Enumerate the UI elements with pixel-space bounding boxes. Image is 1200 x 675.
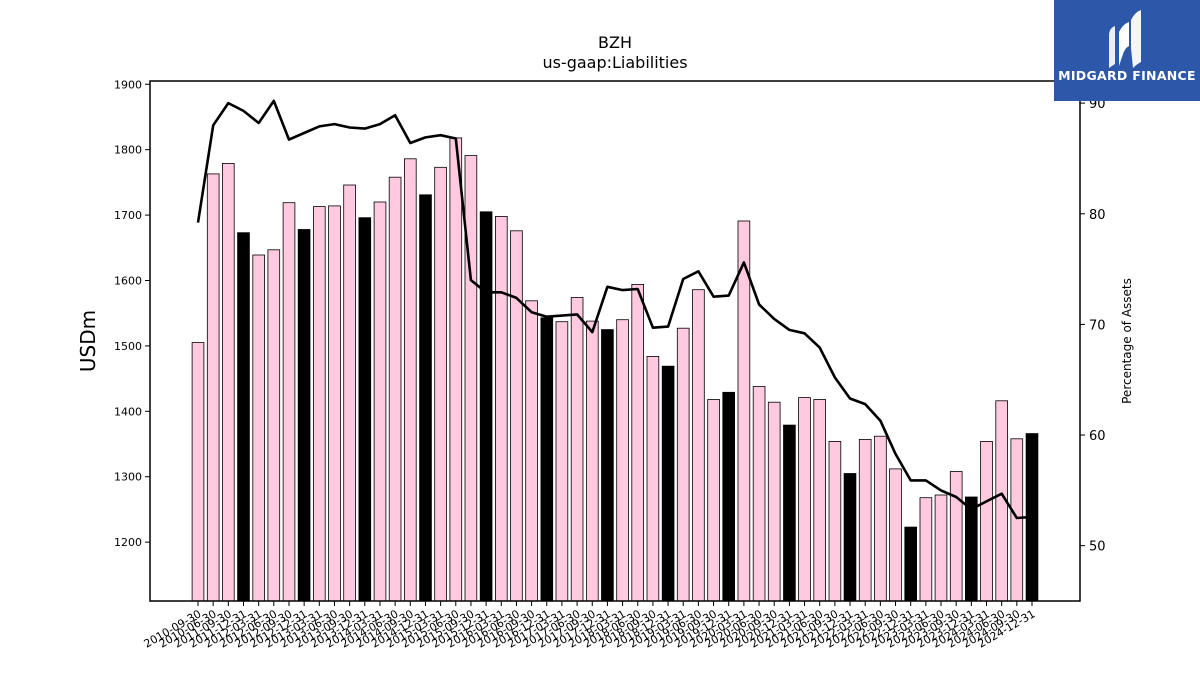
bar [828, 440, 842, 602]
y-right-tick-label: 60 [1089, 429, 1106, 444]
bar [843, 473, 857, 602]
bar [904, 526, 917, 602]
bar [722, 391, 735, 602]
bar [312, 206, 326, 602]
bar [373, 201, 387, 602]
bar [586, 320, 599, 602]
bar [798, 397, 811, 602]
line-layer [196, 99, 1033, 520]
bar [676, 327, 690, 602]
bar [479, 211, 493, 602]
bar [282, 202, 296, 602]
bar [737, 220, 751, 602]
y-axis-left: 1200 1300 1400 1500 1600 1700 1800 1900 [114, 78, 150, 549]
y-right-tick-label: 70 [1089, 318, 1106, 333]
y-right-tick-label: 80 [1089, 208, 1106, 223]
y-tick-label: 1400 [114, 405, 142, 418]
series-line [196, 99, 1033, 520]
bar [510, 230, 523, 602]
bar [874, 435, 887, 602]
bar [403, 158, 417, 602]
y-right-tick-label: 50 [1089, 540, 1106, 555]
brand-logo: MIDGARD FINANCE [1054, 0, 1200, 101]
bar [752, 386, 766, 602]
chart-title: BZH [598, 33, 632, 52]
bar [358, 217, 372, 602]
midgard-logo-icon [1109, 10, 1141, 68]
bar [616, 319, 629, 602]
bar [767, 401, 781, 602]
bar [646, 355, 660, 602]
bar [661, 365, 675, 602]
bar [601, 329, 614, 602]
bar [858, 438, 872, 602]
bar [555, 321, 569, 602]
bar [813, 399, 826, 602]
bar [388, 176, 402, 602]
bar [570, 297, 584, 602]
bar [419, 194, 432, 602]
bar [494, 215, 508, 602]
bar [965, 496, 978, 602]
y-tick-label: 1700 [114, 209, 142, 222]
bar [889, 468, 902, 602]
bar [206, 173, 220, 602]
bar [328, 205, 341, 602]
chart-subtitle: us-gaap:Liabilities [542, 53, 687, 72]
bar [464, 155, 478, 602]
bar [949, 471, 963, 602]
y-axis-label: USDm [76, 310, 100, 372]
bar [297, 229, 311, 602]
y-tick-label: 1500 [114, 340, 142, 353]
y-tick-label: 1300 [114, 471, 142, 484]
y-tick-label: 1600 [114, 274, 142, 287]
bar [252, 254, 266, 602]
bar [980, 440, 993, 602]
bar [919, 497, 933, 602]
bar [237, 232, 250, 602]
bar [783, 424, 796, 602]
bars-layer [191, 137, 1039, 602]
bar [707, 399, 720, 602]
bar [191, 342, 205, 602]
y-tick-label: 1200 [114, 536, 142, 549]
y-tick-label: 1800 [114, 144, 142, 157]
brand-name: MIDGARD FINANCE [1058, 68, 1196, 83]
bar [934, 494, 948, 602]
bar [343, 184, 356, 602]
bar [221, 162, 235, 602]
x-axis: 2010-09-302010-06-302011-09-302011-12-31… [142, 601, 1038, 651]
bar [631, 283, 644, 602]
y-axis-right-label: Percentage of Assets [1120, 278, 1134, 404]
bar [449, 137, 463, 602]
bar [525, 300, 538, 602]
bar [692, 289, 705, 602]
bar [267, 249, 281, 602]
plot-frame [149, 80, 1081, 602]
bar [1010, 438, 1024, 602]
y-tick-label: 1900 [114, 78, 142, 91]
bar [434, 166, 447, 602]
bar [540, 317, 554, 602]
